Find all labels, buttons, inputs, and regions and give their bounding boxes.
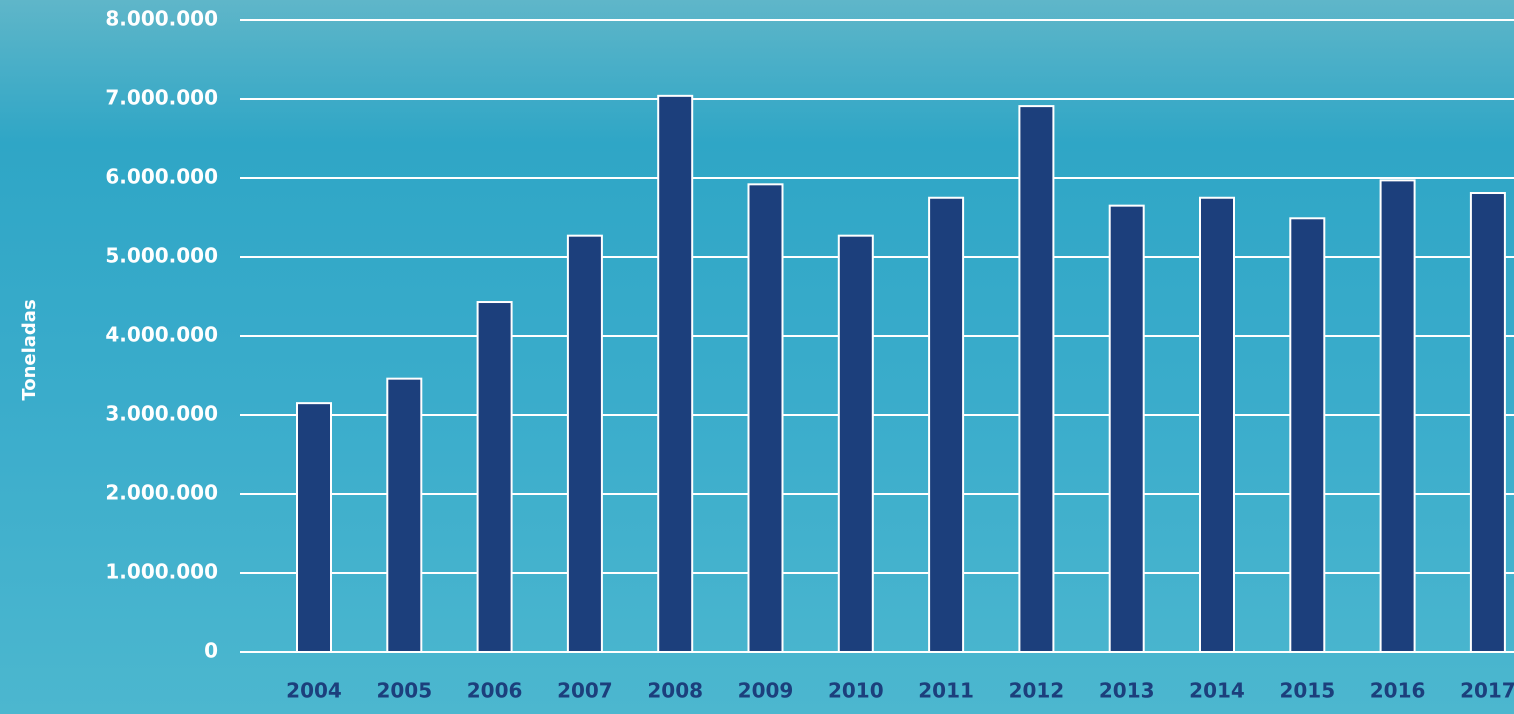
bar xyxy=(747,183,784,653)
y-axis-label: Toneladas xyxy=(19,299,40,400)
bar xyxy=(1108,204,1145,653)
y-tick-label: 7.000.000 xyxy=(105,86,218,110)
bar xyxy=(657,94,694,653)
bar xyxy=(476,301,513,653)
x-tick-label: 2013 xyxy=(1099,679,1155,703)
x-tick-label: 2005 xyxy=(376,679,432,703)
x-tick-label: 2009 xyxy=(738,679,794,703)
x-tick-label: 2011 xyxy=(918,679,974,703)
x-tick-label: 2008 xyxy=(647,679,703,703)
y-tick-label: 8.000.000 xyxy=(105,7,218,31)
x-tick-label: 2016 xyxy=(1370,679,1426,703)
y-tick-label: 3.000.000 xyxy=(105,402,218,426)
bar xyxy=(1379,179,1416,653)
bar xyxy=(1469,192,1506,653)
y-tick-label: 4.000.000 xyxy=(105,323,218,347)
x-tick-label: 2004 xyxy=(286,679,342,703)
y-tick-label: 2.000.000 xyxy=(105,481,218,505)
bar xyxy=(928,196,965,653)
y-tick-label: 5.000.000 xyxy=(105,244,218,268)
x-tick-label: 2012 xyxy=(1009,679,1065,703)
x-tick-label: 2015 xyxy=(1279,679,1335,703)
x-tick-label: 2017 xyxy=(1460,679,1514,703)
x-tick-label: 2007 xyxy=(557,679,613,703)
y-tick-label: 0 xyxy=(204,639,218,663)
bar xyxy=(296,402,332,653)
bar xyxy=(386,377,423,653)
y-tick-label: 1.000.000 xyxy=(105,560,218,584)
x-tick-label: 2006 xyxy=(467,679,523,703)
bar xyxy=(566,234,603,653)
bar xyxy=(1199,196,1235,653)
y-tick-label: 6.000.000 xyxy=(105,165,218,189)
bar xyxy=(1289,217,1326,653)
bar xyxy=(1018,105,1055,654)
bar xyxy=(837,234,874,653)
x-tick-label: 2014 xyxy=(1189,679,1245,703)
x-tick-label: 2010 xyxy=(828,679,884,703)
